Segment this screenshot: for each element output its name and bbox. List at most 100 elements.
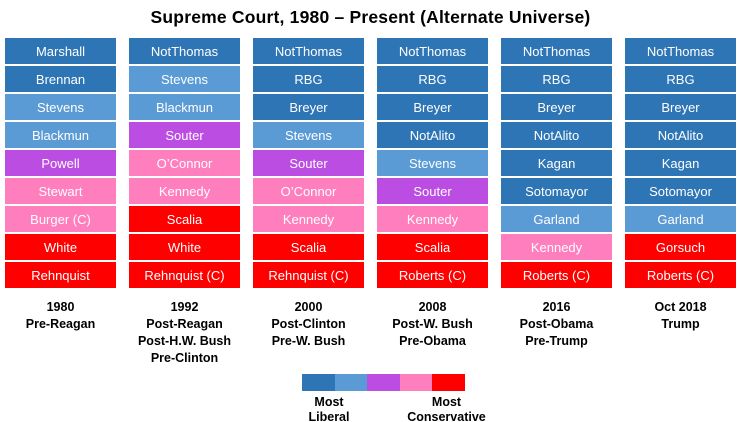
legend-label-line: Most [431, 395, 462, 409]
justice-cell: NotAlito [625, 122, 736, 148]
justice-cell: Blackmun [5, 122, 116, 148]
justice-cell: Souter [253, 150, 364, 176]
justice-cell: Stewart [5, 178, 116, 204]
justice-cell: White [5, 234, 116, 260]
justice-cell: Kennedy [501, 234, 612, 260]
justice-stack: Marshall Brennan Stevens Blackmun Powell Stew… [5, 38, 116, 288]
legend-label-line: Conservative [407, 410, 486, 422]
justice-cell: Breyer [377, 94, 488, 120]
court-column-2008: NotThomas RBG Breyer NotAlito Stevens Souter K… [377, 38, 488, 367]
justice-cell: Stevens [5, 94, 116, 120]
legend-color-bar [302, 374, 465, 391]
court-column-1992: NotThomas Stevens Blackmun Souter O’Connor Ke… [129, 38, 240, 367]
legend-label-most-liberal: Most Liberal [294, 395, 364, 422]
legend-label-line: Most [314, 395, 344, 409]
justice-cell: Burger (C) [5, 206, 116, 232]
column-label-line: Post-H.W. Bush [137, 334, 232, 348]
column-label-line: 1992 [170, 300, 199, 314]
column-label-line: 2016 [542, 300, 571, 314]
justice-cell: Marshall [5, 38, 116, 64]
legend-swatch-moderate [367, 374, 400, 391]
justice-cell: Roberts (C) [377, 262, 488, 288]
justice-cell: Sotomayor [501, 178, 612, 204]
justice-cell: NotThomas [501, 38, 612, 64]
justice-cell: Rehnquist (C) [253, 262, 364, 288]
justice-stack: NotThomas Stevens Blackmun Souter O’Connor Ke… [129, 38, 240, 288]
justice-cell: Breyer [501, 94, 612, 120]
justice-cell: Kagan [625, 150, 736, 176]
column-label: 1980 Pre-Reagan [5, 299, 116, 333]
justice-cell: NotAlito [377, 122, 488, 148]
column-label-line: Post-Reagan [146, 317, 223, 331]
column-label-line: Pre-Trump [525, 334, 588, 348]
justice-cell: Rehnquist (C) [129, 262, 240, 288]
column-label: 2000 Post-Clinton Pre-W. Bush [253, 299, 364, 350]
column-label: 1992 Post-Reagan Post-H.W. Bush Pre-Clinton [129, 299, 240, 367]
column-label-line: 1980 [46, 300, 75, 314]
column-label-line: Post-Clinton [271, 317, 346, 331]
justice-cell: Kennedy [129, 178, 240, 204]
column-label: 2008 Post-W. Bush Pre-Obama [377, 299, 488, 350]
legend-label-line: Liberal [308, 410, 350, 422]
legend-swatch-conservative [399, 374, 433, 391]
column-label-line: Pre-Clinton [150, 351, 219, 365]
justice-cell: Souter [377, 178, 488, 204]
justice-cell: Kagan [501, 150, 612, 176]
justice-cell: NotThomas [625, 38, 736, 64]
column-label-line: Oct 2018 [654, 300, 707, 314]
column-label-line: 2008 [418, 300, 447, 314]
column-label-line: Pre-W. Bush [271, 334, 346, 348]
justice-stack: NotThomas RBG Breyer NotAlito Stevens Souter K… [377, 38, 488, 288]
justice-cell: Stevens [377, 150, 488, 176]
column-label-line: Pre-Reagan [25, 317, 96, 331]
justice-cell: NotThomas [377, 38, 488, 64]
justice-cell: O’Connor [129, 150, 240, 176]
justice-cell: Sotomayor [625, 178, 736, 204]
justice-cell: Gorsuch [625, 234, 736, 260]
justice-cell: Breyer [625, 94, 736, 120]
court-columns: Marshall Brennan Stevens Blackmun Powell Stew… [5, 38, 736, 367]
column-label-line: 2000 [294, 300, 323, 314]
justice-cell: Roberts (C) [625, 262, 736, 288]
justice-cell: RBG [625, 66, 736, 92]
justice-cell: Rehnquist [5, 262, 116, 288]
court-column-2000: NotThomas RBG Breyer Stevens Souter O’Connor K… [253, 38, 364, 367]
justice-stack: NotThomas RBG Breyer NotAlito Kagan Sotomayor… [625, 38, 736, 288]
justice-cell: RBG [377, 66, 488, 92]
justice-cell: Stevens [253, 122, 364, 148]
justice-cell: Brennan [5, 66, 116, 92]
justice-cell: Garland [501, 206, 612, 232]
justice-cell: RBG [253, 66, 364, 92]
justice-cell: Breyer [253, 94, 364, 120]
justice-cell: O’Connor [253, 178, 364, 204]
justice-cell: Scalia [129, 206, 240, 232]
justice-stack: NotThomas RBG Breyer NotAlito Kagan Sotomayor… [501, 38, 612, 288]
justice-cell: Scalia [253, 234, 364, 260]
justice-cell: RBG [501, 66, 612, 92]
column-label-line: Pre-Obama [399, 334, 466, 348]
justice-cell: Souter [129, 122, 240, 148]
column-label-line: Post-Obama [519, 317, 594, 331]
column-label-line: Trump [661, 317, 700, 331]
justice-cell: Blackmun [129, 94, 240, 120]
column-label-line: Post-W. Bush [392, 317, 473, 331]
chart-title: Supreme Court, 1980 – Present (Alternate… [150, 7, 591, 27]
legend: Most Liberal Most Conservative [302, 374, 486, 422]
column-label: Oct 2018 Trump [625, 299, 736, 333]
legend-swatch-most-conservative [432, 374, 465, 391]
legend-label-most-conservative: Most Conservative [384, 395, 509, 422]
justice-cell: Stevens [129, 66, 240, 92]
column-label: 2016 Post-Obama Pre-Trump [501, 299, 612, 350]
justice-cell: Kennedy [253, 206, 364, 232]
justice-stack: NotThomas RBG Breyer Stevens Souter O’Connor K… [253, 38, 364, 288]
justice-cell: Kennedy [377, 206, 488, 232]
justice-cell: Powell [5, 150, 116, 176]
justice-cell: Garland [625, 206, 736, 232]
justice-cell: Roberts (C) [501, 262, 612, 288]
justice-cell: NotAlito [501, 122, 612, 148]
justice-cell: NotThomas [253, 38, 364, 64]
legend-swatch-liberal [334, 374, 368, 391]
justice-cell: White [129, 234, 240, 260]
court-column-1980: Marshall Brennan Stevens Blackmun Powell Stew… [5, 38, 116, 367]
